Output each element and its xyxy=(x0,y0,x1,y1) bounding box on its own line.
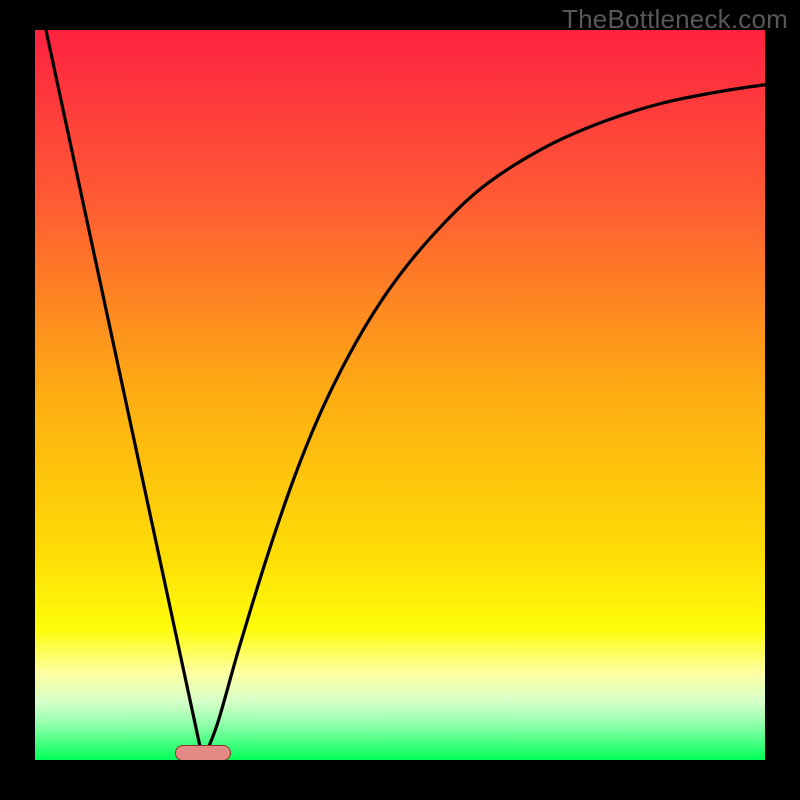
optimal-marker[interactable] xyxy=(175,745,231,760)
watermark-text: TheBottleneck.com xyxy=(562,4,788,35)
chart-plot-area xyxy=(35,30,765,760)
bottleneck-curve xyxy=(35,30,765,760)
chart-background xyxy=(35,30,765,760)
